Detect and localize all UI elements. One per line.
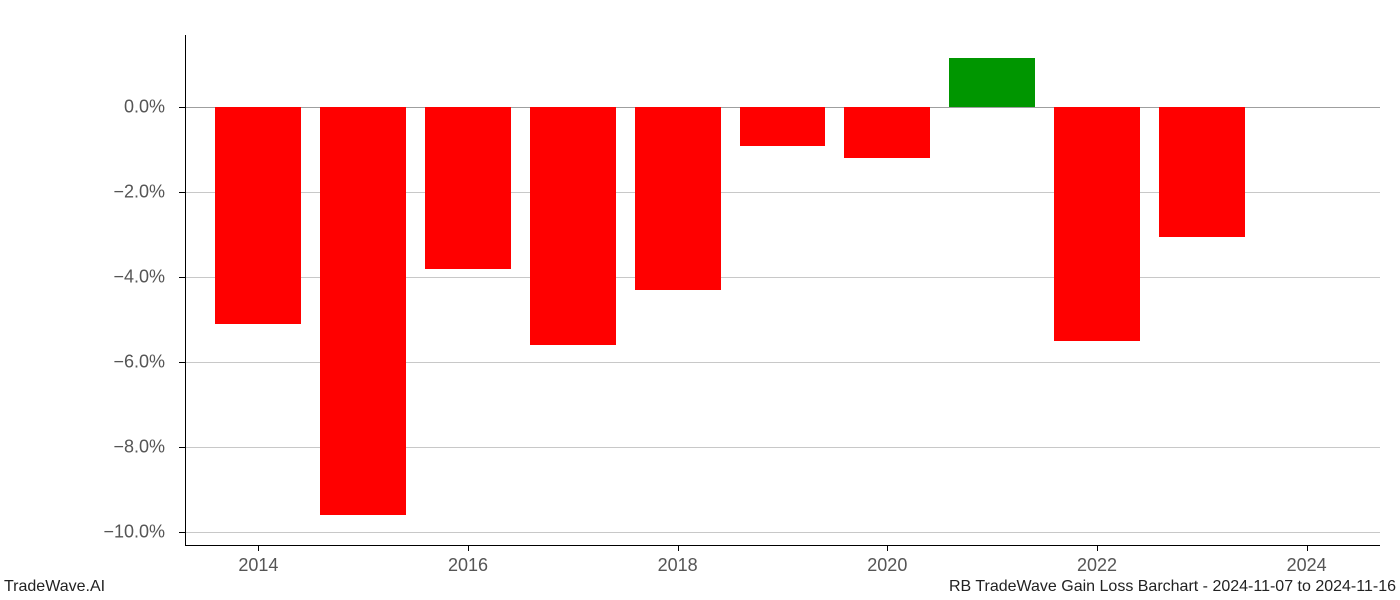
x-tick-mark: [887, 545, 888, 551]
y-tick-label: −10.0%: [25, 522, 165, 543]
y-tick-mark: [179, 107, 185, 108]
x-tick-label: 2018: [658, 555, 698, 576]
x-tick-mark: [678, 545, 679, 551]
footer-right-text: RB TradeWave Gain Loss Barchart - 2024-1…: [949, 578, 1396, 596]
chart-wrapper: 0.0% −2.0% −4.0% −6.0% −8.0% −10.0% 2014 2016 20…: [0, 0, 1400, 600]
bar: [635, 107, 721, 290]
bar: [949, 58, 1035, 107]
grid-line: [185, 532, 1380, 533]
x-tick-mark: [1307, 545, 1308, 551]
y-tick-mark: [179, 192, 185, 193]
y-tick-mark: [179, 362, 185, 363]
x-tick-mark: [1097, 545, 1098, 551]
bar: [320, 107, 406, 515]
x-tick-label: 2020: [867, 555, 907, 576]
x-tick-label: 2014: [238, 555, 278, 576]
y-tick-label: −2.0%: [25, 182, 165, 203]
y-tick-label: 0.0%: [25, 97, 165, 118]
footer-left-text: TradeWave.AI: [4, 578, 105, 596]
x-tick-mark: [468, 545, 469, 551]
plot-area: 0.0%−2.0%−4.0%−6.0%−8.0%−10.0%2014201620…: [185, 35, 1380, 545]
bar: [425, 107, 511, 269]
bar: [844, 107, 930, 158]
bar: [1159, 107, 1245, 237]
x-tick-mark: [258, 545, 259, 551]
bar: [530, 107, 616, 345]
y-tick-mark: [179, 277, 185, 278]
bar: [1054, 107, 1140, 341]
y-tick-mark: [179, 532, 185, 533]
y-tick-mark: [179, 447, 185, 448]
x-tick-label: 2022: [1077, 555, 1117, 576]
y-tick-label: −6.0%: [25, 352, 165, 373]
y-axis-spine: [185, 35, 186, 545]
x-tick-label: 2024: [1287, 555, 1327, 576]
y-tick-label: −8.0%: [25, 437, 165, 458]
x-tick-label: 2016: [448, 555, 488, 576]
y-tick-label: −4.0%: [25, 267, 165, 288]
bar: [740, 107, 826, 145]
bar: [215, 107, 301, 324]
x-axis-spine: [185, 545, 1380, 546]
